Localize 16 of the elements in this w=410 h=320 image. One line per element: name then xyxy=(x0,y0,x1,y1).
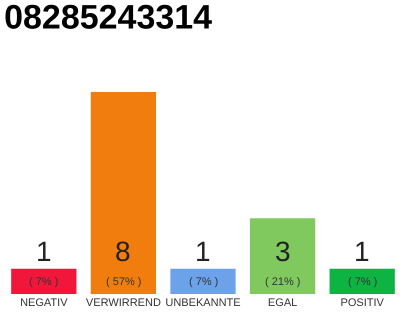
annotation: ( 7% ) xyxy=(29,276,58,288)
annotation: ( 7% ) xyxy=(348,276,378,288)
chart-title: 08285243314 xyxy=(4,0,212,37)
x-tick-label: NEGATIV xyxy=(20,297,68,309)
data-label: 1 xyxy=(36,236,52,267)
x-tick-label: UNBEKANNTE xyxy=(165,297,241,309)
data-label: 8 xyxy=(115,236,131,267)
annotation: ( 21% ) xyxy=(265,276,300,288)
data-label: 1 xyxy=(354,236,370,267)
annotation: ( 7% ) xyxy=(189,276,218,288)
x-tick-label: VERWIRREND xyxy=(86,297,161,309)
data-label: 1 xyxy=(195,236,211,267)
annotation: ( 57% ) xyxy=(106,276,142,288)
x-tick-label: EGAL xyxy=(268,297,298,309)
x-tick-label: POSITIV xyxy=(340,297,385,309)
data-label: 3 xyxy=(275,236,291,267)
